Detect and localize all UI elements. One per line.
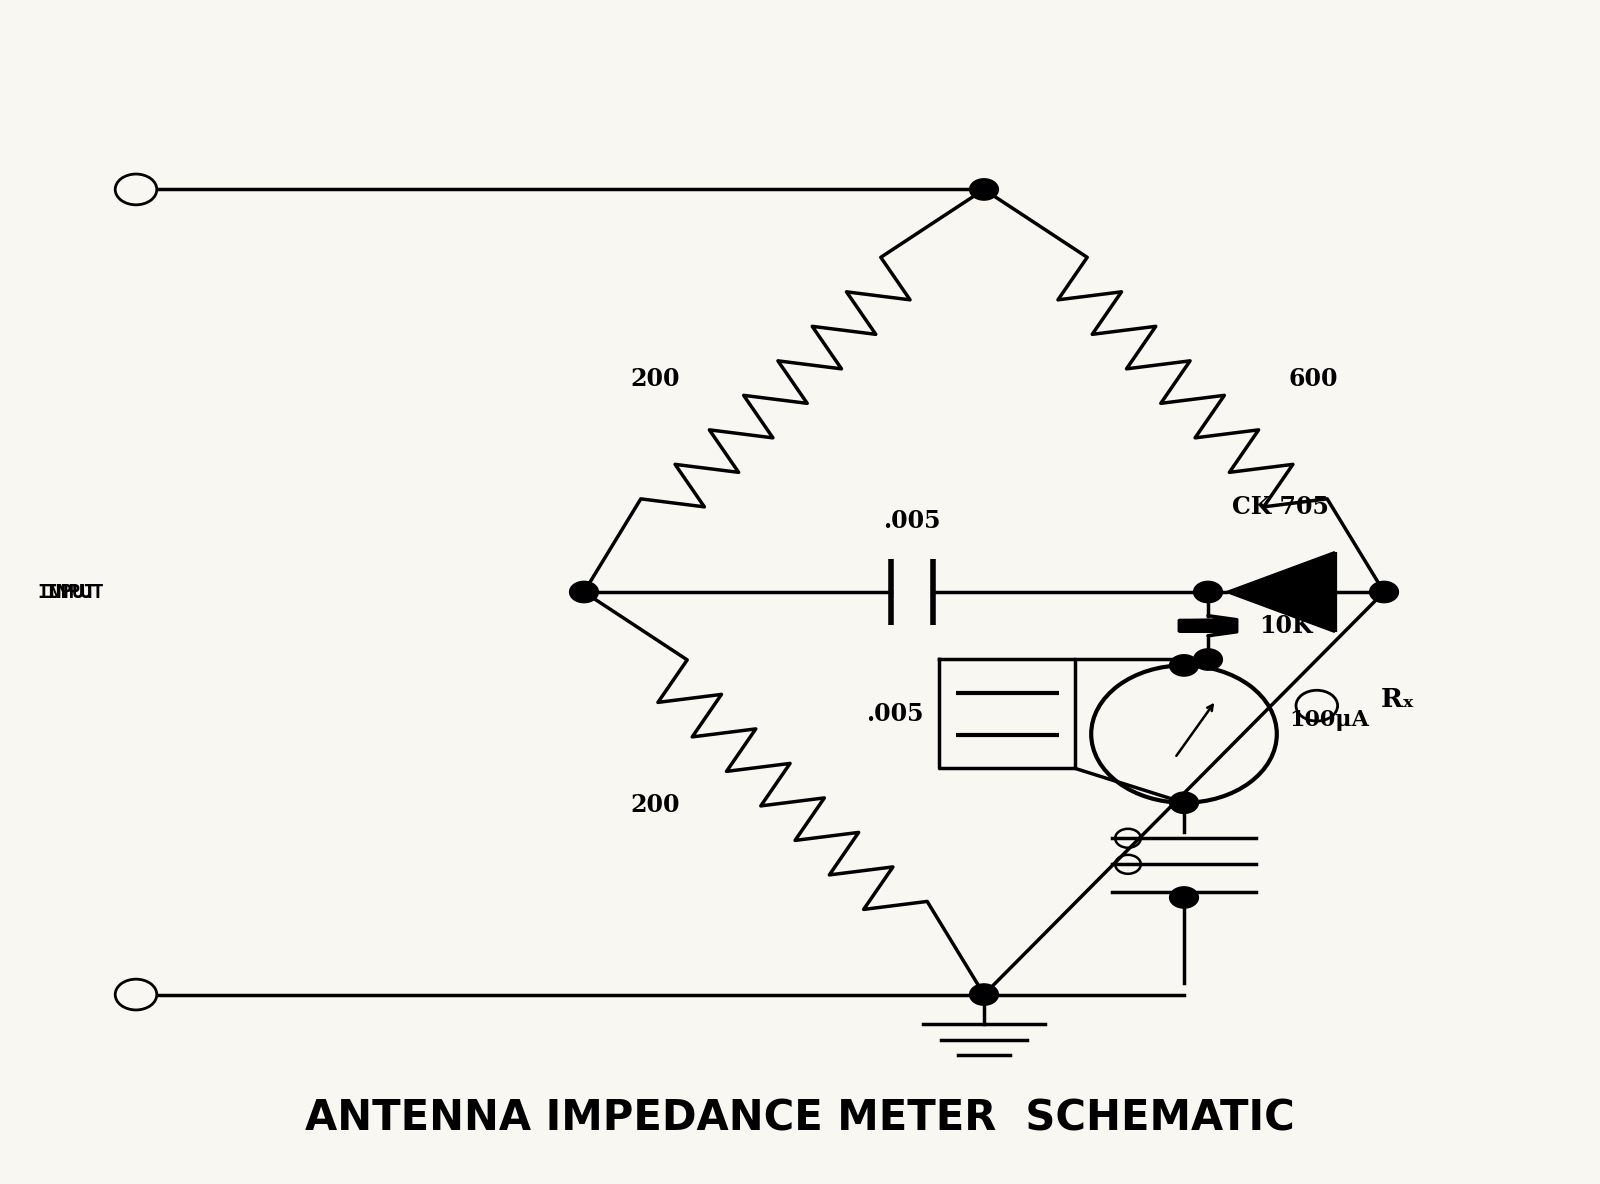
Circle shape: [570, 581, 598, 603]
Text: Rₓ: Rₓ: [1381, 687, 1414, 713]
Text: 10K: 10K: [1259, 613, 1312, 638]
Circle shape: [1194, 649, 1222, 670]
Text: 200: 200: [630, 793, 680, 817]
Text: 600: 600: [1288, 367, 1338, 391]
Text: .005: .005: [866, 702, 923, 726]
Text: .005: .005: [883, 509, 941, 533]
Text: ANTENNA IMPEDANCE METER  SCHEMATIC: ANTENNA IMPEDANCE METER SCHEMATIC: [306, 1098, 1294, 1140]
Text: CK 705: CK 705: [1232, 495, 1328, 519]
Circle shape: [1170, 792, 1198, 813]
Polygon shape: [1226, 552, 1334, 632]
Circle shape: [970, 984, 998, 1005]
Text: 200: 200: [630, 367, 680, 391]
Circle shape: [970, 179, 998, 200]
Text: INPUT: INPUT: [37, 583, 96, 601]
Circle shape: [1194, 581, 1222, 603]
Circle shape: [1370, 581, 1398, 603]
Circle shape: [1170, 655, 1198, 676]
Text: 100μA: 100μA: [1290, 709, 1370, 731]
Text: INPUT: INPUT: [45, 583, 104, 601]
Circle shape: [1170, 887, 1198, 908]
